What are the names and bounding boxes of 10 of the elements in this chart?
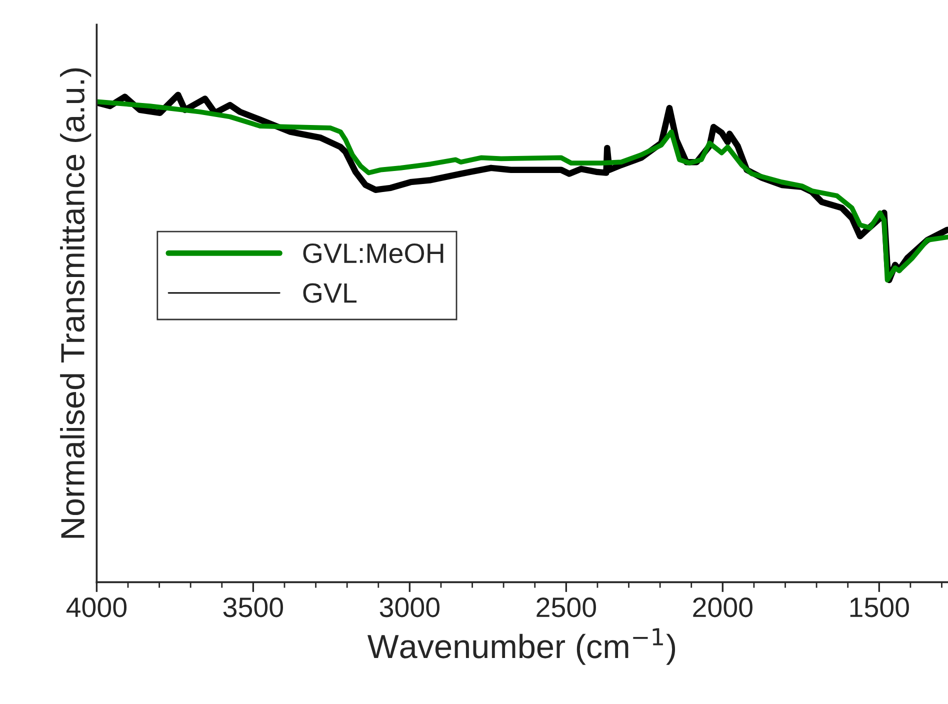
legend-label: GVL [303,283,357,303]
x-tick-label: 4000 [66,598,127,618]
x-tick-label: 3000 [380,598,440,618]
x-tick-label: 3500 [223,598,283,618]
x-tick-label: 2000 [693,598,752,618]
y-axis-title: Normalised Transmittance (a.u.) [60,68,92,538]
x-tick-label: 2500 [536,598,596,618]
x-axis-title: Wavenumber (cm$^{−1}$) [367,628,676,665]
legend-label: GVL:MeOH [303,243,444,264]
x-tick-label: 1500 [850,598,909,618]
